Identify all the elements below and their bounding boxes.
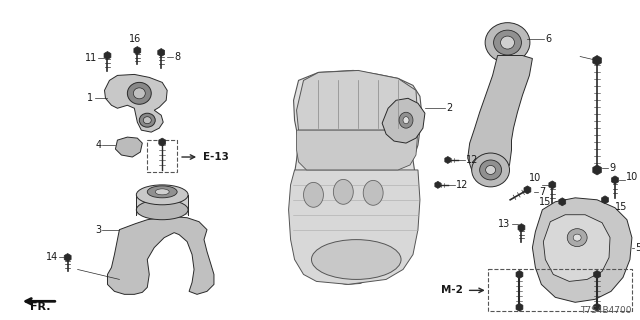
Ellipse shape bbox=[136, 185, 188, 205]
Text: E-13: E-13 bbox=[203, 152, 229, 162]
Polygon shape bbox=[594, 303, 600, 311]
Ellipse shape bbox=[133, 88, 145, 99]
Text: 11: 11 bbox=[85, 52, 97, 62]
Text: 13: 13 bbox=[499, 219, 511, 229]
Polygon shape bbox=[602, 196, 609, 204]
Text: 4: 4 bbox=[95, 140, 102, 150]
Ellipse shape bbox=[493, 30, 522, 55]
Text: 9: 9 bbox=[609, 163, 615, 173]
Ellipse shape bbox=[143, 117, 151, 124]
Polygon shape bbox=[559, 198, 566, 206]
Text: T7S4B4700: T7S4B4700 bbox=[580, 306, 632, 315]
Text: 15: 15 bbox=[615, 202, 627, 212]
Text: 10: 10 bbox=[626, 172, 638, 182]
Polygon shape bbox=[612, 176, 618, 184]
Polygon shape bbox=[158, 49, 164, 57]
Ellipse shape bbox=[567, 229, 587, 247]
Polygon shape bbox=[594, 270, 600, 278]
Ellipse shape bbox=[399, 112, 413, 128]
Text: 6: 6 bbox=[545, 34, 552, 44]
Polygon shape bbox=[134, 46, 141, 54]
Bar bbox=[136, 195, 188, 215]
Polygon shape bbox=[296, 70, 418, 130]
Text: 8: 8 bbox=[174, 52, 180, 61]
Ellipse shape bbox=[147, 186, 177, 198]
Ellipse shape bbox=[403, 117, 409, 124]
Ellipse shape bbox=[136, 200, 188, 220]
Ellipse shape bbox=[127, 82, 151, 104]
Bar bbox=[488, 269, 632, 311]
Polygon shape bbox=[64, 253, 71, 261]
Ellipse shape bbox=[573, 234, 581, 241]
Polygon shape bbox=[104, 75, 167, 132]
Ellipse shape bbox=[472, 153, 509, 187]
Ellipse shape bbox=[485, 23, 530, 62]
Ellipse shape bbox=[156, 189, 169, 195]
Text: 14: 14 bbox=[45, 252, 58, 261]
Text: 10: 10 bbox=[529, 173, 541, 183]
Polygon shape bbox=[289, 170, 420, 284]
Polygon shape bbox=[159, 138, 166, 146]
Ellipse shape bbox=[140, 113, 156, 127]
Text: 12: 12 bbox=[456, 180, 468, 190]
Ellipse shape bbox=[364, 180, 383, 205]
Polygon shape bbox=[435, 181, 441, 188]
Ellipse shape bbox=[500, 36, 515, 49]
Ellipse shape bbox=[479, 160, 502, 180]
Polygon shape bbox=[543, 215, 610, 281]
Text: M-2: M-2 bbox=[441, 285, 463, 295]
Text: 1: 1 bbox=[88, 93, 93, 103]
Polygon shape bbox=[593, 55, 602, 66]
Text: 5: 5 bbox=[635, 243, 640, 252]
Polygon shape bbox=[445, 156, 451, 164]
Ellipse shape bbox=[303, 182, 323, 207]
Polygon shape bbox=[108, 217, 214, 294]
Text: 12: 12 bbox=[466, 155, 478, 165]
Polygon shape bbox=[294, 70, 422, 284]
Polygon shape bbox=[518, 224, 525, 232]
Text: 2: 2 bbox=[446, 103, 452, 113]
Polygon shape bbox=[524, 186, 531, 194]
Polygon shape bbox=[549, 181, 556, 189]
Text: FR.: FR. bbox=[29, 302, 50, 312]
Polygon shape bbox=[516, 270, 523, 278]
Text: 7: 7 bbox=[540, 187, 546, 197]
Ellipse shape bbox=[312, 240, 401, 279]
Text: 15: 15 bbox=[539, 197, 551, 207]
Polygon shape bbox=[115, 137, 142, 157]
Text: 3: 3 bbox=[95, 225, 102, 235]
Text: 16: 16 bbox=[129, 34, 141, 44]
Ellipse shape bbox=[333, 180, 353, 204]
Polygon shape bbox=[532, 198, 632, 302]
Polygon shape bbox=[382, 98, 425, 143]
Polygon shape bbox=[296, 130, 418, 170]
Polygon shape bbox=[516, 303, 523, 311]
Ellipse shape bbox=[486, 165, 495, 174]
Polygon shape bbox=[468, 55, 532, 182]
Bar bbox=[147, 140, 177, 172]
Polygon shape bbox=[104, 52, 111, 60]
Polygon shape bbox=[593, 165, 602, 175]
